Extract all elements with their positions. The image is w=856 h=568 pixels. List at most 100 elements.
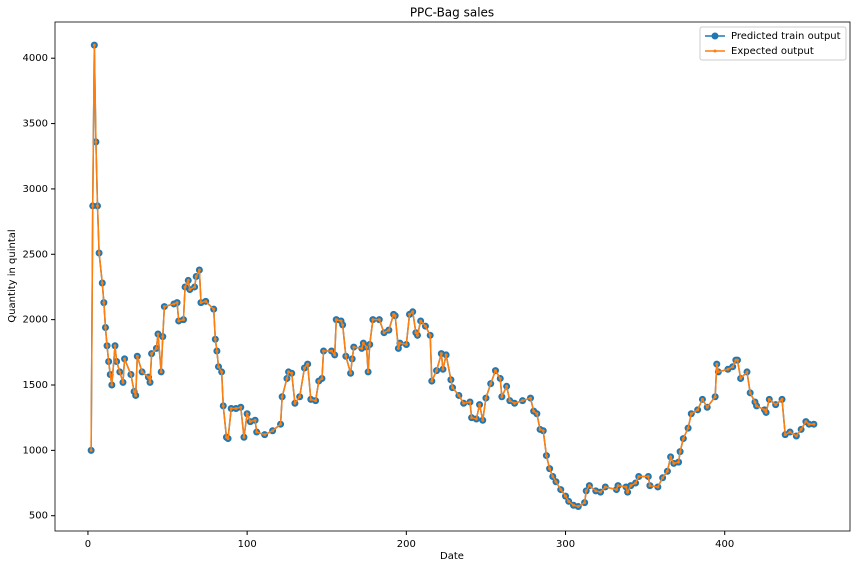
- data-point: [229, 407, 233, 411]
- data-point: [322, 349, 326, 353]
- data-point: [366, 370, 370, 374]
- data-point: [360, 346, 364, 350]
- data-point: [614, 488, 618, 492]
- data-point: [172, 302, 176, 306]
- data-point: [118, 370, 122, 374]
- data-point: [435, 369, 439, 373]
- data-point: [599, 490, 603, 494]
- data-point: [587, 484, 591, 488]
- data-point: [451, 386, 454, 390]
- data-point: [498, 376, 502, 380]
- data-point: [567, 499, 571, 503]
- data-point: [489, 382, 493, 386]
- data-point: [242, 435, 246, 439]
- data-point: [159, 370, 163, 374]
- data-point: [245, 412, 249, 416]
- data-point: [398, 341, 402, 345]
- data-point: [700, 397, 704, 401]
- data-point: [470, 416, 474, 420]
- data-point: [150, 352, 154, 356]
- data-point: [333, 353, 337, 357]
- data-point: [96, 204, 100, 208]
- y-tick-label: 4000: [23, 53, 48, 64]
- data-point: [419, 319, 423, 323]
- data-point: [175, 301, 179, 305]
- data-point: [457, 393, 461, 397]
- data-point: [393, 314, 397, 318]
- data-point: [634, 481, 638, 485]
- data-point: [197, 268, 201, 272]
- data-point: [414, 331, 418, 335]
- data-point: [183, 285, 187, 289]
- data-point: [551, 474, 555, 478]
- data-point: [140, 370, 144, 374]
- data-point: [107, 359, 111, 363]
- data-point: [302, 366, 306, 370]
- data-point: [672, 461, 676, 465]
- data-point: [285, 376, 289, 380]
- data-point: [665, 469, 669, 473]
- data-point: [783, 433, 787, 437]
- data-point: [248, 420, 252, 424]
- data-point: [352, 345, 356, 349]
- data-point: [287, 370, 291, 374]
- data-point: [94, 140, 98, 144]
- data-point: [199, 301, 203, 305]
- data-point: [226, 437, 230, 441]
- data-point: [637, 474, 641, 478]
- data-point: [408, 312, 412, 316]
- chart-title: PPC-Bag sales: [410, 6, 494, 20]
- x-tick-label: 400: [715, 539, 734, 550]
- data-point: [105, 344, 109, 348]
- data-point: [521, 399, 525, 403]
- data-point: [186, 278, 190, 282]
- data-point: [110, 383, 114, 387]
- data-point: [113, 344, 117, 348]
- data-point: [430, 379, 434, 383]
- data-point: [669, 455, 673, 459]
- data-point: [544, 454, 548, 458]
- data-point: [468, 400, 472, 404]
- data-point: [763, 408, 767, 412]
- data-point: [121, 380, 125, 384]
- data-point: [731, 365, 735, 369]
- data-point: [100, 281, 104, 285]
- x-tick-label: 0: [85, 539, 91, 550]
- data-point: [212, 307, 216, 311]
- data-point: [188, 288, 192, 292]
- data-point: [764, 410, 768, 414]
- data-point: [677, 460, 681, 464]
- data-point: [253, 418, 257, 422]
- data-point: [306, 362, 310, 366]
- y-tick-label: 3000: [23, 184, 48, 195]
- data-point: [541, 429, 545, 433]
- data-point: [97, 251, 101, 255]
- data-point: [123, 357, 127, 361]
- data-point: [513, 401, 517, 405]
- data-point: [221, 404, 225, 408]
- data-point: [396, 346, 400, 350]
- legend-marker: [713, 49, 717, 53]
- data-point: [535, 412, 539, 416]
- data-point: [334, 318, 338, 322]
- y-axis-label: Quantity in quintal: [7, 229, 18, 322]
- data-point: [177, 319, 181, 323]
- data-point: [215, 349, 219, 353]
- data-point: [382, 331, 386, 335]
- data-point: [387, 328, 391, 332]
- data-point: [365, 345, 369, 349]
- data-point: [181, 318, 185, 322]
- data-point: [807, 422, 811, 426]
- data-point: [162, 305, 166, 309]
- data-point: [339, 319, 343, 323]
- data-point: [103, 325, 107, 329]
- data-point: [748, 391, 752, 395]
- data-point: [716, 370, 720, 374]
- data-point: [135, 354, 139, 358]
- data-point: [349, 371, 353, 375]
- data-point: [350, 357, 354, 361]
- data-point: [576, 505, 580, 509]
- y-tick-label: 2500: [23, 249, 48, 260]
